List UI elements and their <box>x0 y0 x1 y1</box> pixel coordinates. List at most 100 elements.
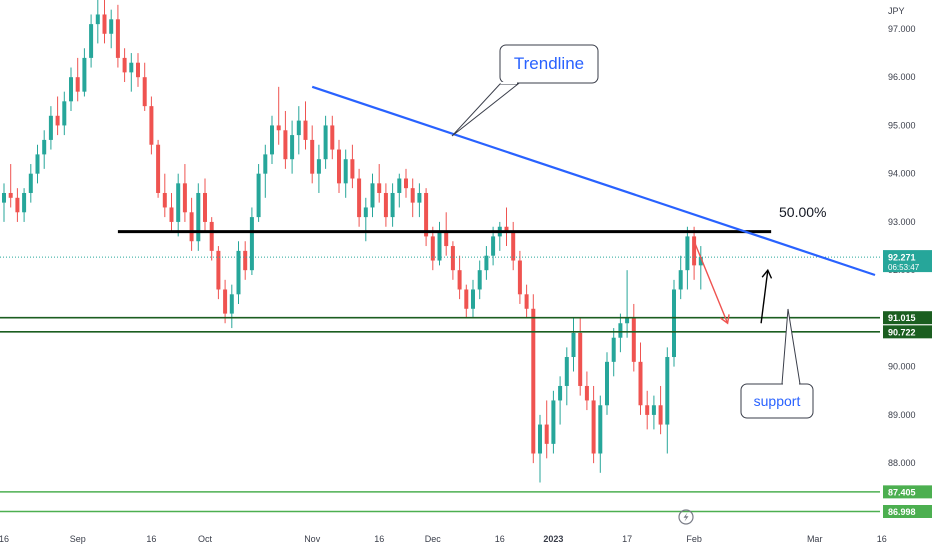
price-tick: 89.000 <box>888 410 916 420</box>
candle-body <box>89 24 94 58</box>
candle <box>82 48 87 97</box>
candle <box>383 183 388 227</box>
candle-body <box>196 192 201 242</box>
candle-body <box>531 308 536 454</box>
candle-body <box>370 183 375 208</box>
candle-body <box>651 405 656 415</box>
candle-body <box>672 289 676 358</box>
support-label: support <box>754 393 801 409</box>
support-bottom-tag: 90.722 <box>883 325 932 339</box>
candle <box>672 279 676 367</box>
candle <box>410 178 415 218</box>
candle-body <box>156 144 161 193</box>
candle <box>631 303 636 372</box>
candle-body <box>631 318 636 362</box>
candle <box>196 183 201 251</box>
candle-body <box>591 400 596 454</box>
candle <box>102 0 107 44</box>
candle <box>109 9 114 49</box>
candle <box>169 192 174 232</box>
level-a-tag-text: 87.405 <box>888 487 916 497</box>
candle <box>377 164 382 203</box>
candle <box>578 318 583 396</box>
candle <box>122 48 127 83</box>
down-arrow <box>693 240 730 325</box>
bolt-icon[interactable] <box>678 509 694 525</box>
candle-body <box>551 400 556 444</box>
candle <box>75 57 80 102</box>
candle <box>591 385 596 464</box>
candle <box>142 62 147 111</box>
candle-body <box>404 178 408 189</box>
candle-body <box>424 192 429 237</box>
level-a-tag-bg <box>883 485 932 499</box>
candle-body <box>471 289 475 309</box>
candle <box>484 246 489 280</box>
candle-body <box>430 236 435 261</box>
time-tick: 2023 <box>543 534 563 544</box>
candle-body <box>417 192 422 203</box>
candle <box>8 164 13 208</box>
candle-body <box>578 332 583 386</box>
candle <box>430 226 435 271</box>
candle <box>477 260 482 300</box>
candle <box>189 197 194 251</box>
candle <box>524 284 529 319</box>
candle-body <box>477 270 482 290</box>
candle <box>15 188 20 222</box>
candle-body <box>216 250 221 290</box>
price-tick: 93.000 <box>888 217 916 227</box>
candle <box>162 173 167 218</box>
candle <box>28 164 33 203</box>
current-price-tag-bg <box>883 250 932 273</box>
candle-body <box>564 357 569 386</box>
candle-body <box>665 357 670 425</box>
candle-body <box>62 101 67 126</box>
candle-body <box>102 14 107 34</box>
candle-body <box>538 424 542 454</box>
candle <box>504 207 509 247</box>
candle-body <box>511 231 516 261</box>
candle <box>417 183 422 218</box>
countdown-text: 06:53:47 <box>888 263 920 272</box>
candle <box>397 173 402 208</box>
candle <box>350 144 355 189</box>
candle-body <box>524 294 529 309</box>
candle-body <box>584 385 589 401</box>
candle-body <box>658 405 663 425</box>
level-b-tag: 86.998 <box>883 505 932 518</box>
candle-body <box>176 183 181 222</box>
candle-body <box>397 178 402 193</box>
candle <box>223 279 228 324</box>
candle <box>605 352 609 415</box>
trendline-callout[interactable]: Trendline <box>451 44 599 137</box>
candle-body <box>223 289 228 314</box>
time-tick: Mar <box>807 534 823 544</box>
candle <box>390 183 395 227</box>
candle <box>203 178 207 232</box>
candle-body <box>189 212 194 242</box>
candle <box>316 144 321 193</box>
candle-body <box>149 106 154 145</box>
candle-body <box>625 318 630 324</box>
candle-body <box>357 178 362 218</box>
price-tick: 90.000 <box>888 362 916 372</box>
candle-body <box>136 62 140 78</box>
price-tick: 88.000 <box>888 458 916 468</box>
candle-body <box>122 57 127 73</box>
support-callout[interactable]: support <box>740 308 814 419</box>
time-axis[interactable]: 16 Sep 16 Oct Nov 16 Dec 16 2023 17 Feb Mar 16 <box>0 534 887 544</box>
candle <box>692 226 697 280</box>
support-bottom-tag-text: 90.722 <box>888 327 916 337</box>
candle <box>491 226 496 266</box>
candle-body <box>504 226 509 232</box>
candle-body <box>270 125 274 155</box>
candle <box>229 284 234 329</box>
price-axis[interactable]: JPY 97.00096.00095.00094.00093.00092.000… <box>888 6 916 468</box>
down-arrow-head <box>719 314 730 325</box>
candle <box>658 385 663 435</box>
candle <box>511 221 516 271</box>
candle-body <box>229 294 234 314</box>
